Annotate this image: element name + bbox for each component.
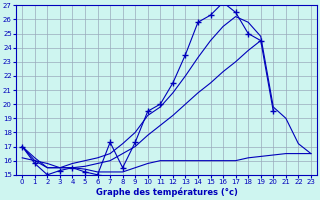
X-axis label: Graphe des températures (°c): Graphe des températures (°c) <box>96 188 237 197</box>
